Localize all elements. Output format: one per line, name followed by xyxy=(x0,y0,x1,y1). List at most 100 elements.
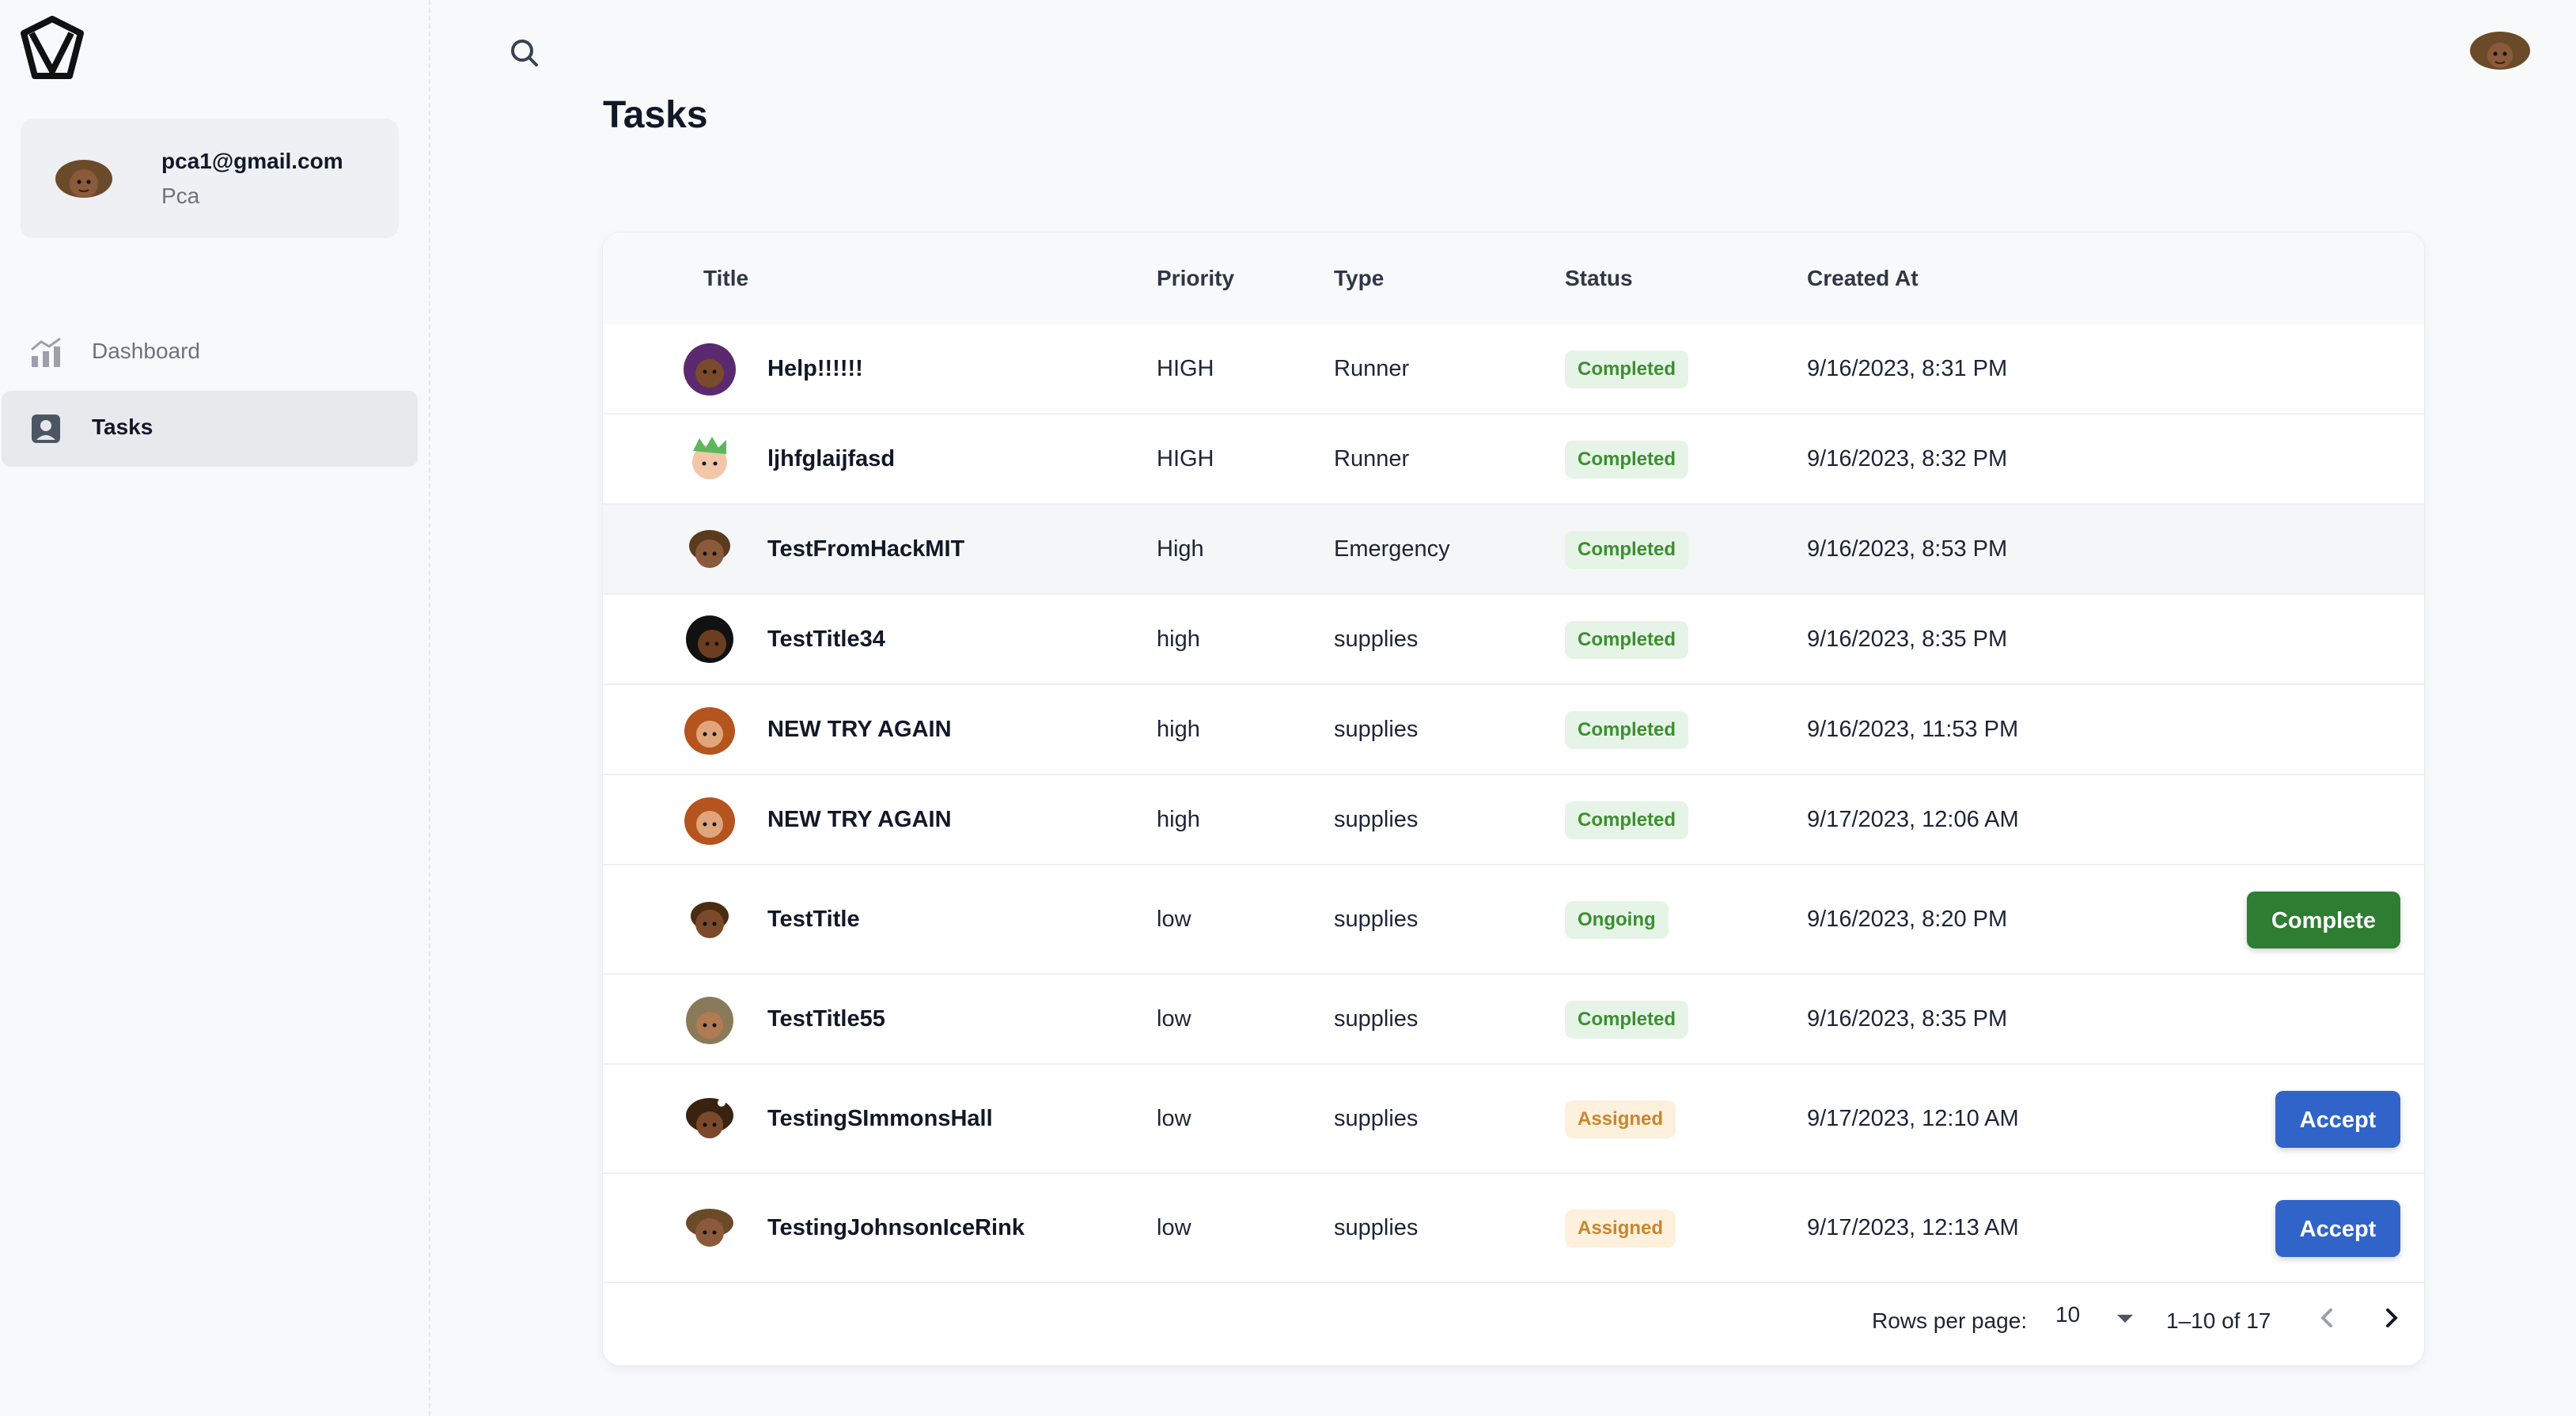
status-badge: Completed xyxy=(1565,801,1689,839)
task-title: NEW TRY AGAIN xyxy=(767,717,952,742)
task-created-at: 9/16/2023, 8:31 PM xyxy=(1807,356,2008,381)
task-avatar xyxy=(686,997,733,1044)
column-header-priority[interactable]: Priority xyxy=(1157,266,1235,290)
column-header-type[interactable]: Type xyxy=(1334,266,1385,290)
task-avatar xyxy=(686,1209,733,1247)
task-created-at: 9/17/2023, 12:06 AM xyxy=(1807,807,2019,832)
table-row[interactable]: TestTitle low supplies Ongoing 9/16/2023… xyxy=(603,865,2424,975)
table-row[interactable]: TestingSImmonsHall low supplies Assigned… xyxy=(603,1065,2424,1174)
app-logo-icon[interactable] xyxy=(19,16,85,82)
task-avatar xyxy=(684,797,735,845)
status-badge: Completed xyxy=(1565,711,1689,749)
user-square-icon xyxy=(32,415,60,443)
status-badge: Assigned xyxy=(1565,1210,1676,1248)
task-type: Emergency xyxy=(1334,536,1450,562)
rows-per-page-label: Rows per page: xyxy=(1872,1308,2028,1333)
task-created-at: 9/17/2023, 12:10 AM xyxy=(1807,1106,2019,1131)
task-avatar xyxy=(689,530,730,568)
sidebar: pca1@gmail.com Pca Dashboard Tasks xyxy=(0,0,430,1416)
status-badge: Completed xyxy=(1565,531,1689,569)
task-created-at: 9/16/2023, 8:32 PM xyxy=(1807,446,2008,471)
status-badge: Assigned xyxy=(1565,1100,1676,1138)
rows-per-page-value: 10 xyxy=(2055,1302,2081,1327)
task-priority: HIGH xyxy=(1157,356,1214,381)
task-created-at: 9/17/2023, 12:13 AM xyxy=(1807,1215,2019,1240)
status-badge: Completed xyxy=(1565,1001,1689,1039)
tasks-table: Title Priority Type Status Created At He… xyxy=(603,233,2424,1365)
task-title: NEW TRY AGAIN xyxy=(767,807,952,832)
task-priority: High xyxy=(1157,536,1204,562)
user-role: Pca xyxy=(161,184,200,208)
task-type: supplies xyxy=(1334,1006,1419,1032)
accept-button[interactable]: Accept xyxy=(2275,1091,2400,1148)
table-row[interactable]: TestingJohnsonIceRink low supplies Assig… xyxy=(603,1174,2424,1283)
task-priority: low xyxy=(1157,1215,1191,1240)
task-priority: HIGH xyxy=(1157,446,1214,471)
task-avatar xyxy=(684,343,736,396)
task-title: TestTitle34 xyxy=(767,627,885,652)
task-created-at: 9/16/2023, 8:35 PM xyxy=(1807,1006,2008,1032)
accept-button[interactable]: Accept xyxy=(2275,1200,2400,1257)
task-avatar xyxy=(686,1098,733,1138)
task-type: Runner xyxy=(1334,446,1410,471)
user-email: pca1@gmail.com xyxy=(161,149,343,173)
status-badge: Completed xyxy=(1565,621,1689,659)
task-type: supplies xyxy=(1334,717,1419,742)
user-card[interactable]: pca1@gmail.com Pca xyxy=(21,119,399,238)
table-row[interactable]: TestFromHackMIT High Emergency Completed… xyxy=(603,505,2424,595)
task-avatar xyxy=(692,437,727,479)
task-priority: high xyxy=(1157,717,1200,742)
task-avatar xyxy=(691,902,729,938)
table-row[interactable]: TestTitle55 low supplies Completed 9/16/… xyxy=(603,975,2424,1065)
task-type: supplies xyxy=(1334,627,1419,652)
task-type: supplies xyxy=(1334,1215,1419,1240)
status-badge: Ongoing xyxy=(1565,901,1669,939)
task-priority: low xyxy=(1157,1006,1191,1032)
sidebar-item-dashboard[interactable]: Dashboard xyxy=(2,315,418,391)
task-priority: low xyxy=(1157,907,1191,932)
table-row[interactable]: TestTitle34 high supplies Completed 9/16… xyxy=(603,595,2424,685)
table-row[interactable]: Help!!!!!! HIGH Runner Completed 9/16/20… xyxy=(603,324,2424,415)
complete-button[interactable]: Complete xyxy=(2247,892,2400,948)
chevron-down-icon xyxy=(2117,1315,2133,1323)
table-row[interactable]: ljhfglaijfasd HIGH Runner Completed 9/16… xyxy=(603,415,2424,505)
task-title: TestingJohnsonIceRink xyxy=(767,1215,1025,1240)
task-title: TestTitle xyxy=(767,907,860,932)
task-title: ljhfglaijfasd xyxy=(767,446,896,471)
task-title: TestFromHackMIT xyxy=(767,536,965,562)
table-row[interactable]: NEW TRY AGAIN high supplies Completed 9/… xyxy=(603,685,2424,775)
task-title: TestTitle55 xyxy=(767,1006,885,1032)
task-priority: low xyxy=(1157,1106,1191,1131)
account-avatar[interactable] xyxy=(2468,25,2532,76)
task-title: Help!!!!!! xyxy=(767,356,863,381)
page-title: Tasks xyxy=(603,94,708,128)
task-created-at: 9/16/2023, 8:35 PM xyxy=(1807,627,2008,652)
chevron-right-icon[interactable] xyxy=(2373,1301,2408,1335)
chevron-left-icon[interactable] xyxy=(2310,1301,2345,1335)
table-row[interactable]: NEW TRY AGAIN high supplies Completed 9/… xyxy=(603,775,2424,865)
pagination-range: 1–10 of 17 xyxy=(2166,1308,2271,1333)
task-created-at: 9/16/2023, 8:53 PM xyxy=(1807,536,2008,562)
column-header-status[interactable]: Status xyxy=(1565,266,1633,290)
sidebar-item-label: Dashboard xyxy=(92,339,200,363)
status-badge: Completed xyxy=(1565,350,1689,388)
task-priority: high xyxy=(1157,807,1200,832)
task-type: Runner xyxy=(1334,356,1410,381)
task-avatar xyxy=(684,707,735,755)
task-created-at: 9/16/2023, 8:20 PM xyxy=(1807,907,2008,932)
task-priority: high xyxy=(1157,627,1200,652)
task-title: TestingSImmonsHall xyxy=(767,1106,993,1131)
task-type: supplies xyxy=(1334,907,1419,932)
task-type: supplies xyxy=(1334,1106,1419,1131)
task-created-at: 9/16/2023, 11:53 PM xyxy=(1807,717,2019,742)
table-header: Title Priority Type Status Created At xyxy=(603,233,2424,326)
status-badge: Completed xyxy=(1565,441,1689,479)
user-avatar xyxy=(55,160,112,198)
task-type: supplies xyxy=(1334,807,1419,832)
column-header-created-at[interactable]: Created At xyxy=(1807,266,1919,290)
column-header-title[interactable]: Title xyxy=(703,266,749,290)
rows-per-page-select[interactable]: 10 xyxy=(2055,1302,2133,1337)
sidebar-item-tasks[interactable]: Tasks xyxy=(2,391,418,467)
search-icon[interactable] xyxy=(506,35,543,71)
chart-icon xyxy=(31,337,61,367)
